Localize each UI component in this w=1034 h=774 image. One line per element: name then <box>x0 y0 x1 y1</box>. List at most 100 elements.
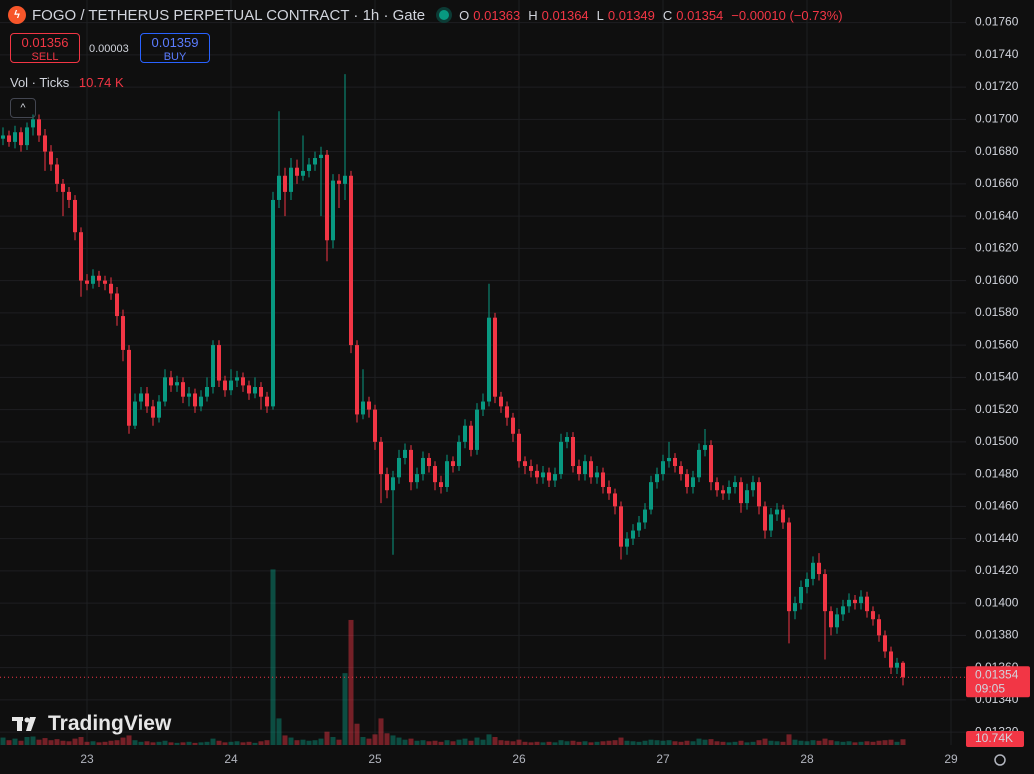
y-tick-label: 0.01480 <box>975 466 1019 480</box>
candle-body <box>265 396 269 407</box>
volume-bar <box>84 741 90 745</box>
candle-body <box>607 486 611 494</box>
volume-bar <box>510 741 516 745</box>
y-tick-label: 0.01520 <box>975 402 1019 416</box>
volume-bar <box>684 740 690 745</box>
header: ϟ FOGO / TETHERUS PERPETUAL CONTRACT · 1… <box>8 6 847 24</box>
volume-bar <box>102 741 108 745</box>
candle-body <box>697 449 701 478</box>
candle-body <box>13 132 17 142</box>
y-tick-label: 0.01460 <box>975 499 1019 513</box>
candle-body <box>163 377 167 402</box>
candle-body <box>331 180 335 241</box>
x-tick-label: 27 <box>656 752 670 766</box>
indicator-legend[interactable]: Vol · Ticks 10.74 K <box>10 75 124 90</box>
candle-body <box>547 472 551 481</box>
candle-body <box>859 596 863 604</box>
candle-body <box>391 477 395 491</box>
candle-body <box>355 345 359 415</box>
candle-body <box>55 164 59 184</box>
volume-bar <box>264 740 270 745</box>
candle-body <box>805 578 809 587</box>
volume-bar <box>570 740 576 745</box>
volume-bar <box>648 739 654 745</box>
volume-bar <box>60 740 66 745</box>
last-volume-label: 10.74K <box>975 731 1013 745</box>
volume-bar <box>786 734 792 745</box>
candle-body <box>127 349 131 426</box>
volume-bar <box>192 742 198 745</box>
volume-bar <box>180 742 186 745</box>
volume-bar <box>696 738 702 745</box>
volume-bar <box>252 742 258 745</box>
volume-bar <box>552 742 558 745</box>
candle-body <box>529 466 533 471</box>
candle-body <box>721 490 725 494</box>
candle-body <box>487 317 491 402</box>
candle-body <box>79 232 83 281</box>
candle-body <box>877 619 881 636</box>
candle-body <box>43 135 47 152</box>
volume-bar <box>600 741 606 745</box>
volume-bar <box>138 741 144 745</box>
volume-bar <box>96 742 102 745</box>
candle-body <box>319 154 323 159</box>
candle-body <box>85 280 89 284</box>
y-tick-label: 0.01660 <box>975 176 1019 190</box>
candle-body <box>403 449 407 458</box>
volume-bar <box>738 740 744 745</box>
volume-bar <box>114 740 120 745</box>
sell-button[interactable]: 0.01356 SELL <box>10 33 80 63</box>
candle-body <box>769 514 773 531</box>
buy-button[interactable]: 0.01359 BUY <box>140 33 210 63</box>
candle-body <box>19 132 23 146</box>
last-volume-box <box>966 731 1024 747</box>
candle-body <box>625 538 629 547</box>
candle-body <box>7 135 11 142</box>
volume-bar <box>318 738 324 745</box>
candle-body <box>589 461 593 478</box>
volume-bar <box>804 741 810 745</box>
volume-bar <box>126 735 132 745</box>
volume-bar <box>402 739 408 745</box>
chart-title[interactable]: FOGO / TETHERUS PERPETUAL CONTRACT · 1h … <box>32 6 426 24</box>
candle-body <box>271 199 275 407</box>
candle-body <box>613 493 617 507</box>
candle-body <box>601 472 605 487</box>
ohlc-value: 0.01364 <box>541 7 589 23</box>
volume-bar <box>204 741 210 745</box>
candle-body <box>799 586 803 604</box>
volume-bar <box>222 742 228 745</box>
candle-body <box>283 175 287 192</box>
candle-body <box>583 461 587 475</box>
volume-bar <box>900 739 906 745</box>
volume-bar <box>174 742 180 745</box>
volume-bar <box>30 736 36 745</box>
price-axis-bg <box>966 0 1034 774</box>
candle-body <box>247 385 251 394</box>
candle-body <box>325 154 329 241</box>
candle-body <box>541 472 545 478</box>
candle-body <box>577 466 581 475</box>
collapse-button[interactable]: ^ <box>10 98 36 118</box>
volume-bar <box>372 734 378 745</box>
volume-bar <box>750 741 756 745</box>
watermark: TradingView <box>12 712 171 736</box>
volume-bar <box>48 740 54 745</box>
ohlc-label: O <box>459 7 470 23</box>
settings-icon[interactable] <box>994 754 1006 766</box>
volume-bar <box>564 741 570 745</box>
y-tick-label: 0.01500 <box>975 434 1019 448</box>
volume-bar <box>384 733 390 745</box>
candle-body <box>205 387 209 397</box>
candle-body <box>661 461 665 475</box>
volume-bar <box>414 740 420 745</box>
candle-body <box>139 393 143 402</box>
y-tick-label: 0.01380 <box>975 628 1019 642</box>
candle-body <box>289 167 293 192</box>
volume-bar <box>144 741 150 745</box>
candle-body <box>313 158 317 165</box>
volume-bar <box>834 741 840 745</box>
candle-body <box>667 457 671 462</box>
candle-body <box>229 380 233 391</box>
